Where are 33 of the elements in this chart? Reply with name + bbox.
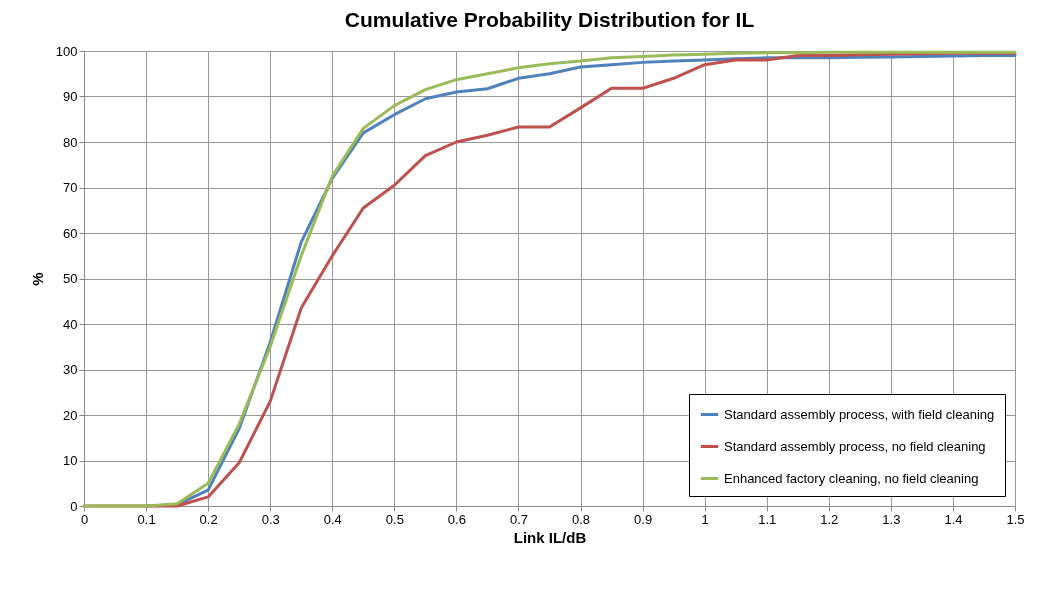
y-axis-title: % xyxy=(28,272,46,286)
legend-label: Standard assembly process, no field cleaning xyxy=(724,438,986,454)
x-axis-title: Link IL/dB xyxy=(513,528,587,546)
x-tick-label: 0.3 xyxy=(261,511,280,527)
x-tick-label: 0.9 xyxy=(634,511,653,527)
x-tick-label: 1.4 xyxy=(944,511,963,527)
y-tick-label: 50 xyxy=(63,271,78,286)
x-tick-label: 0.1 xyxy=(137,511,156,527)
x-tick-label: 1.3 xyxy=(882,511,901,527)
x-tick-label: 0.6 xyxy=(447,511,466,527)
x-tick-label: 1 xyxy=(701,511,709,527)
y-tick-label: 60 xyxy=(63,225,78,241)
x-tick-label: 1.2 xyxy=(820,511,839,527)
x-tick-label: 0.7 xyxy=(509,511,529,527)
x-tick-label: 1.5 xyxy=(1006,511,1025,527)
legend-label: Standard assembly process, with field cleaning xyxy=(724,406,995,422)
chart-title: Cumulative Probability Distribution for IL xyxy=(344,8,755,31)
y-tick-label: 10 xyxy=(63,453,78,468)
x-tick-label: 0 xyxy=(80,511,89,527)
x-tick-label: 0.8 xyxy=(571,511,591,527)
legend-label: Enhanced factory cleaning, no field cleaning xyxy=(724,470,979,486)
y-tick-label: 30 xyxy=(63,362,78,377)
x-tick-label: 1.1 xyxy=(758,511,777,527)
y-tick-label: 40 xyxy=(63,316,78,332)
y-tick-label: 80 xyxy=(63,134,78,150)
x-tick-label: 0.5 xyxy=(385,511,404,527)
x-tick-label: 0.2 xyxy=(199,511,218,527)
y-tick-label: 90 xyxy=(63,89,78,104)
x-tick-label: 0.4 xyxy=(323,511,342,527)
y-tick-label: 70 xyxy=(63,180,78,195)
y-tick-label: 100 xyxy=(55,43,78,59)
y-tick-label: 0 xyxy=(70,498,78,514)
y-tick-label: 20 xyxy=(63,407,78,423)
